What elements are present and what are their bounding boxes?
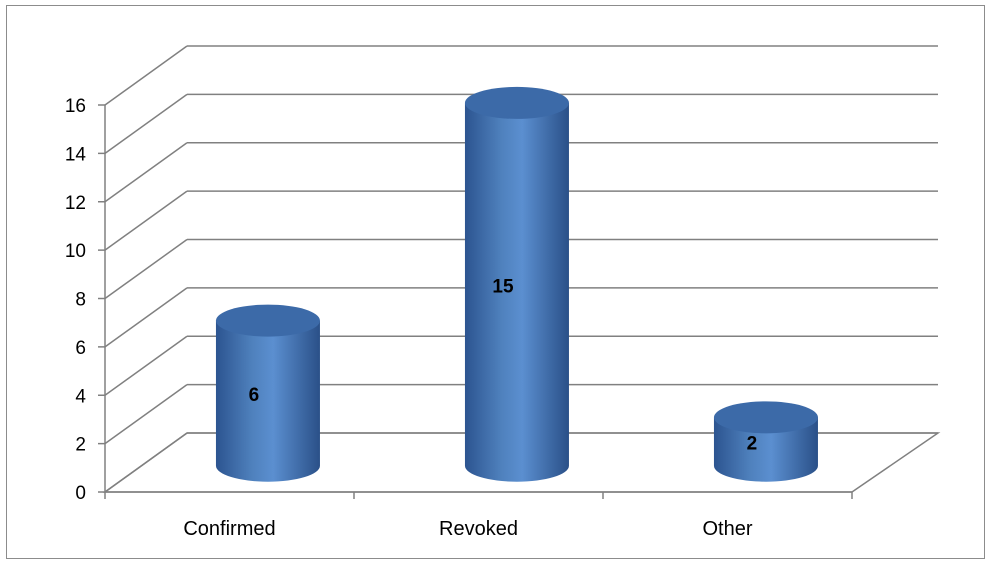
y-tick-label: 10 [65,241,86,262]
x-category-label: Other [702,518,752,540]
y-tick-label: 12 [65,193,86,214]
y-tick-label: 8 [75,290,86,311]
gridline-side [104,190,188,251]
data-label: 6 [249,385,260,406]
y-tick-label: 0 [75,483,86,504]
data-label: 15 [492,276,514,297]
bar-revoked [464,86,569,482]
bar-top [215,304,320,337]
x-category-label: Revoked [439,518,518,540]
gridline-side [104,384,188,445]
gridline-side [104,142,188,203]
bar-other [713,401,818,482]
gridline-side [104,287,188,348]
axis-layer: 0 2 4 6 8 10 12 14 16 [65,96,853,504]
bar-confirmed [215,304,320,482]
y-tick-label: 14 [65,144,87,165]
bar-top [464,86,569,119]
gridline-side [104,238,188,300]
y-tick-label: 16 [65,96,86,117]
bar-top [713,401,818,434]
x-category-label: Confirmed [183,518,275,540]
gridline-side [104,335,188,396]
bar-body [215,320,320,482]
y-tick-label: 4 [75,386,86,407]
gridline-side [104,93,188,154]
labels-layer: Confirmed Revoked Other 6 15 2 [183,276,757,540]
y-tick-label: 2 [75,435,86,456]
bars-layer [215,86,818,482]
y-tick-label: 6 [75,338,86,359]
bar-body [464,102,569,482]
bar-body [713,417,818,482]
data-label: 2 [747,434,758,455]
gridline-side [104,45,188,106]
